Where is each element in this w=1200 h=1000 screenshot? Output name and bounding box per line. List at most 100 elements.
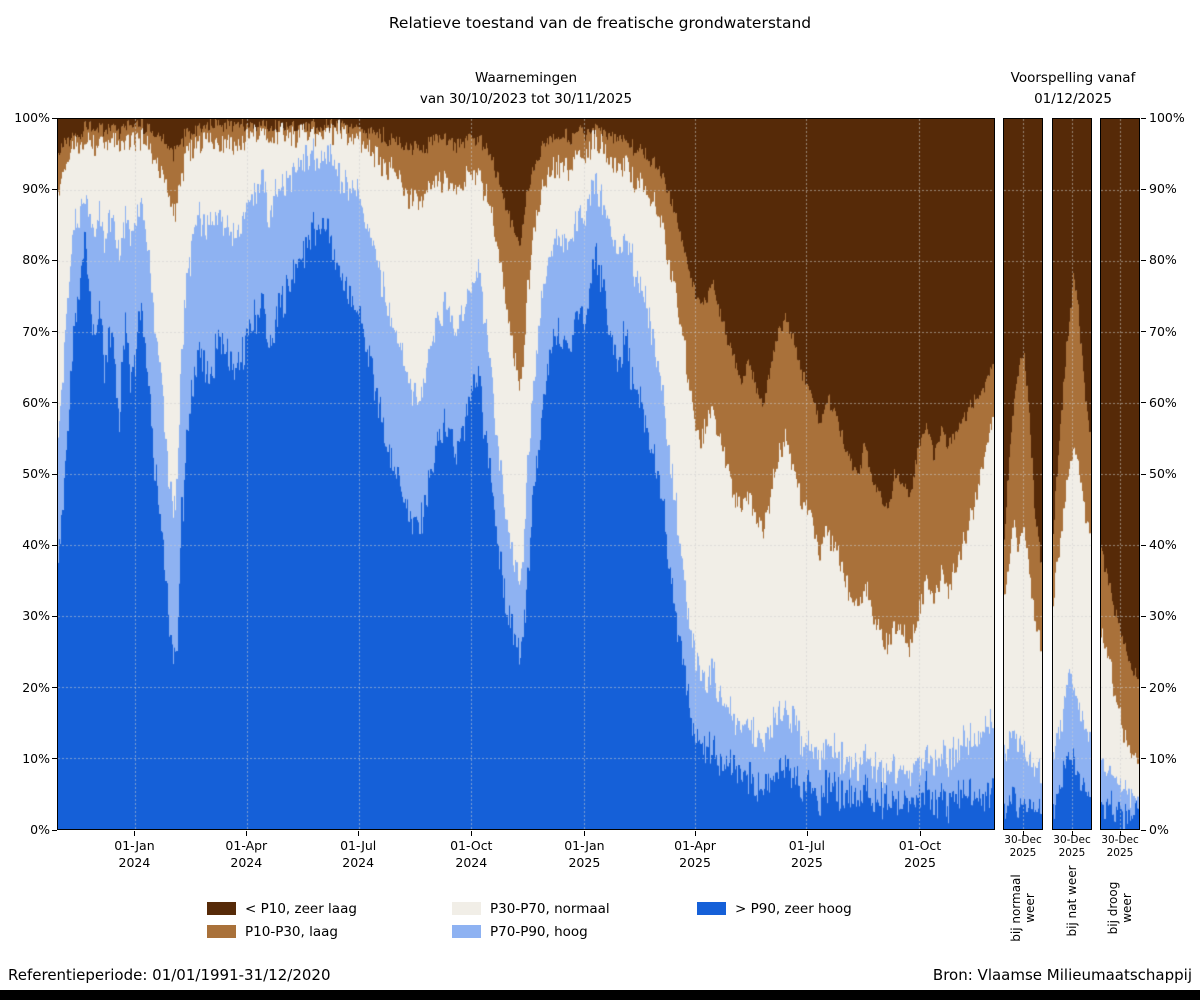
forecast-header-line2: 01/12/2025 (1034, 91, 1112, 107)
y-tick-label-left: 40% (22, 537, 50, 553)
y-tick-mark-left (52, 117, 57, 119)
forecast-x-tick-year: 2025 (1058, 847, 1086, 859)
legend-label-hoog: P70-P90, hoog (490, 923, 588, 940)
x-tick-label-date: 01-Oct (450, 838, 493, 853)
x-tick-label: 01-Apr 2024 (225, 837, 267, 871)
x-tick-label-year: 2024 (342, 855, 375, 870)
x-tick-label-date: 01-Jan (564, 838, 605, 853)
x-tick-label-date: 01-Oct (898, 838, 942, 853)
forecast-label-normaal-weer: bij normaal weer (1009, 874, 1037, 942)
y-tick-mark-right (1141, 117, 1146, 119)
x-tick-label-year: 2025 (904, 855, 936, 870)
y-tick-label-right: 100% (1149, 110, 1185, 125)
x-tick-mark (134, 831, 136, 836)
forecast-x-tick-label: 30-Dec 2025 (1101, 834, 1138, 860)
observations-plot (57, 118, 995, 830)
observations-header-line2: van 30/10/2023 tot 30/11/2025 (419, 91, 633, 107)
y-tick-label-right: 0% (1149, 822, 1169, 837)
y-tick-mark-left (52, 473, 57, 475)
observations-header-line1: Waarnemingen (474, 70, 578, 86)
legend-label-zeer-hoog: > P90, zeer hoog (735, 900, 852, 917)
y-tick-label-right: 70% (1149, 323, 1177, 339)
y-tick-mark-right (1141, 758, 1146, 760)
swatch-zeer-laag (207, 902, 236, 915)
forecast-normaal-canvas (1004, 119, 1042, 829)
source-text: Bron: Vlaamse Milieumaatschappij (932, 966, 1192, 984)
forecast-label-nat-weer: bij nat weer (1065, 865, 1079, 937)
x-tick-mark (246, 831, 248, 836)
swatch-laag (207, 925, 236, 938)
forecast-x-tick-mark (1023, 831, 1024, 836)
x-tick-label: 01-Jan 2024 (114, 837, 154, 871)
x-tick-mark (358, 831, 360, 836)
y-tick-label-right: 90% (1149, 181, 1177, 197)
forecast-nat-canvas (1053, 119, 1091, 829)
legend-column-1: < P10, zeer laag P10-P30, laag (207, 897, 452, 943)
y-tick-label-right: 20% (1149, 679, 1177, 695)
y-tick-mark-left (52, 829, 57, 831)
y-tick-label-left: 20% (22, 679, 50, 695)
legend-item-laag: P10-P30, laag (207, 920, 452, 943)
x-tick-label-date: 01-Jul (340, 838, 377, 853)
x-tick-label-date: 01-Jul (788, 838, 826, 853)
y-tick-mark-right (1141, 544, 1146, 546)
y-tick-mark-left (52, 331, 57, 333)
y-tick-mark-right (1141, 473, 1146, 475)
page-title: Relatieve toestand van de freatische gro… (388, 14, 812, 32)
y-tick-label-right: 30% (1149, 608, 1177, 624)
x-tick-label-year: 2024 (455, 855, 488, 870)
x-tick-mark (806, 831, 808, 836)
y-tick-mark-right (1141, 259, 1146, 261)
y-tick-mark-left (52, 259, 57, 261)
y-tick-label-left: 10% (22, 750, 50, 766)
y-tick-label-left: 100% (14, 110, 50, 125)
y-tick-label-right: 80% (1149, 252, 1177, 268)
observations-chart-canvas (58, 119, 994, 829)
forecast-panel-normaal (1003, 118, 1043, 830)
y-tick-label-left: 80% (22, 252, 50, 268)
x-tick-label-year: 2025 (679, 855, 711, 870)
x-tick-label: 01-Oct 2025 (899, 837, 941, 871)
y-tick-mark-right (1141, 687, 1146, 689)
forecast-x-tick-year: 2025 (1106, 847, 1134, 859)
y-tick-mark-left (52, 758, 57, 760)
forecast-droog-canvas (1101, 119, 1139, 829)
y-tick-mark-left (52, 188, 57, 190)
y-tick-mark-left (52, 544, 57, 546)
y-tick-label-right: 10% (1149, 750, 1177, 766)
swatch-zeer-hoog (697, 902, 726, 915)
y-tick-mark-left (52, 687, 57, 689)
swatch-hoog (452, 925, 481, 938)
x-tick-label-year: 2024 (118, 855, 151, 870)
y-tick-mark-right (1141, 331, 1146, 333)
forecast-x-tick-date: 30-Dec (1101, 834, 1139, 846)
forecast-x-tick-label: 30-Dec 2025 (1053, 834, 1090, 860)
x-tick-label-date: 01-Jan (114, 838, 155, 853)
x-tick-label-date: 01-Apr (225, 838, 268, 853)
legend-label-normaal: P30-P70, normaal (490, 900, 610, 917)
legend-column-2: P30-P70, normaal P70-P90, hoog (452, 897, 697, 943)
x-tick-label-year: 2025 (568, 855, 601, 870)
observations-header: Waarnemingen van 30/10/2023 tot 30/11/20… (57, 68, 995, 110)
legend-label-laag: P10-P30, laag (245, 923, 338, 940)
forecast-x-tick-mark (1072, 831, 1073, 836)
x-tick-label: 01-Oct 2024 (450, 837, 492, 871)
swatch-normaal (452, 902, 481, 915)
x-tick-label: 01-Jan 2025 (564, 837, 604, 871)
y-tick-mark-right (1141, 402, 1146, 404)
y-tick-mark-right (1141, 188, 1146, 190)
y-tick-label-right: 40% (1149, 537, 1177, 553)
forecast-header-line1: Voorspelling vanaf (1010, 70, 1136, 86)
x-tick-label: 01-Jul 2024 (340, 837, 376, 871)
legend-item-zeer-laag: < P10, zeer laag (207, 897, 452, 920)
y-tick-mark-right (1141, 615, 1146, 617)
forecast-panel-droog (1100, 118, 1140, 830)
y-tick-label-left: 90% (22, 181, 50, 197)
legend-column-3: > P90, zeer hoog (697, 897, 852, 943)
legend-label-zeer-laag: < P10, zeer laag (245, 900, 357, 917)
forecast-x-tick-label: 30-Dec 2025 (1004, 834, 1041, 860)
y-tick-label-left: 50% (22, 466, 50, 481)
y-tick-label-left: 70% (22, 323, 50, 339)
y-tick-label-right: 50% (1149, 466, 1177, 481)
